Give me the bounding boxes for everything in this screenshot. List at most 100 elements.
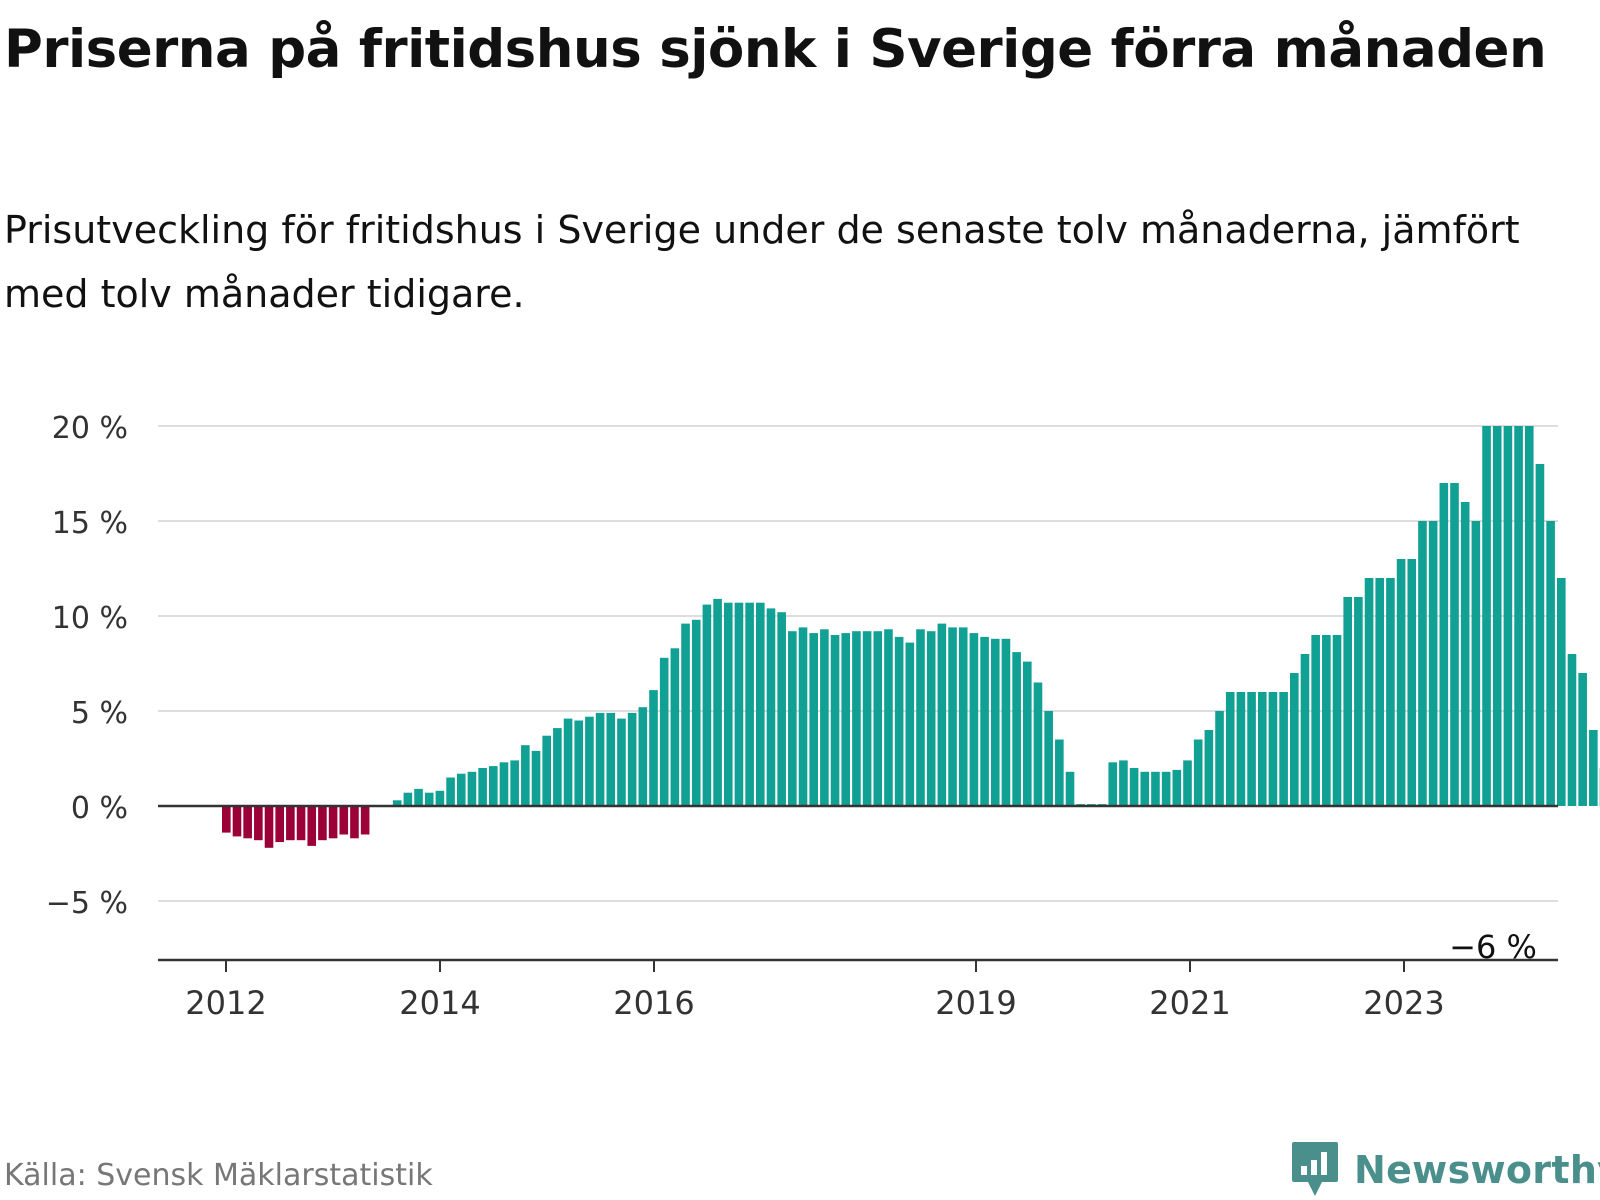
x-tick-label: 2019	[935, 984, 1016, 1022]
bar	[1557, 578, 1566, 806]
bar	[627, 712, 637, 806]
bar	[318, 806, 327, 841]
bar	[414, 788, 423, 806]
bar	[1290, 673, 1299, 806]
bar	[1439, 483, 1449, 806]
bar	[435, 790, 445, 806]
bar	[766, 608, 776, 806]
bar	[1354, 597, 1363, 806]
brand-name: Newsworthy	[1354, 1148, 1600, 1192]
bar	[1268, 692, 1278, 806]
bar	[1492, 426, 1502, 806]
bar	[788, 631, 797, 806]
bar	[531, 750, 541, 806]
bar	[456, 773, 466, 806]
bar	[649, 690, 658, 806]
bar	[777, 612, 786, 806]
y-tick-label: 5 %	[71, 696, 128, 731]
bar	[424, 792, 434, 806]
bar	[659, 657, 669, 806]
bar	[1300, 654, 1310, 806]
bar	[1012, 652, 1021, 806]
bar	[756, 602, 765, 806]
bar	[1578, 673, 1587, 806]
bar	[745, 602, 754, 806]
bar	[937, 623, 947, 806]
bar	[1140, 771, 1150, 806]
bar	[1108, 762, 1118, 806]
bar	[1546, 521, 1555, 806]
bar	[1161, 771, 1171, 806]
bar	[1322, 635, 1331, 806]
brand-logo-group[interactable]: Newsworthy	[1290, 1140, 1600, 1200]
bar	[670, 648, 680, 806]
bar	[734, 602, 744, 806]
bar	[499, 762, 509, 806]
bar	[264, 806, 274, 848]
bar-chart: 20 % 15 % 10 % 5 % 0 % −5 % 2012 2014 2016 2019 20…	[46, 411, 1600, 1022]
source-note: Källa: Svensk Mäklarstatistik	[4, 1158, 433, 1193]
bar	[723, 602, 733, 806]
bar	[862, 631, 872, 806]
bar	[1428, 521, 1438, 806]
bar	[1332, 635, 1342, 806]
bar	[820, 629, 829, 806]
bar	[884, 629, 893, 806]
bar	[841, 633, 851, 806]
bar	[339, 806, 349, 835]
bar	[254, 806, 263, 841]
bar	[1033, 682, 1043, 806]
bar	[521, 745, 530, 806]
bar	[1023, 661, 1032, 806]
newsworthy-chart-bubble-icon	[1292, 1142, 1338, 1196]
bar	[1001, 638, 1011, 806]
bar	[1129, 768, 1139, 806]
bar	[510, 760, 519, 806]
bar	[926, 631, 936, 806]
bar	[1065, 771, 1075, 806]
x-tick-label: 2021	[1149, 984, 1230, 1022]
bar	[1407, 559, 1417, 806]
y-tick-label: −5 %	[46, 886, 128, 921]
bar	[1183, 760, 1192, 806]
bar	[222, 806, 231, 833]
bar	[1396, 559, 1406, 806]
bar	[873, 631, 883, 806]
bar	[1450, 483, 1459, 806]
bar	[563, 718, 573, 806]
bar	[1215, 711, 1224, 806]
bar	[905, 642, 915, 806]
bar	[713, 598, 722, 806]
bar	[1044, 711, 1053, 806]
bar	[403, 792, 413, 806]
bar	[916, 629, 925, 806]
bar	[691, 619, 701, 806]
bar	[990, 638, 1000, 806]
bar	[489, 766, 498, 806]
y-tick-label: 20 %	[52, 411, 128, 446]
bar	[809, 633, 818, 806]
bar	[275, 806, 284, 843]
y-tick-label: 10 %	[52, 601, 128, 636]
bar	[1567, 654, 1577, 806]
bar	[478, 768, 487, 806]
bar	[1364, 578, 1374, 806]
bar	[595, 712, 605, 806]
bar	[232, 806, 242, 837]
bar	[446, 777, 455, 806]
bar	[1418, 521, 1427, 806]
bar	[1119, 760, 1128, 806]
x-tick-label: 2014	[399, 984, 480, 1022]
bar	[1193, 739, 1203, 806]
bar	[350, 806, 359, 839]
bar	[969, 633, 979, 806]
bar	[852, 631, 861, 806]
bar	[1589, 730, 1598, 806]
bar	[360, 806, 370, 835]
bar	[1236, 692, 1246, 806]
bar	[1204, 730, 1214, 806]
bar	[1055, 739, 1064, 806]
bar	[1225, 692, 1235, 806]
bar	[702, 604, 712, 806]
chart-subtitle: Prisutveckling för fritidshus i Sverige …	[4, 208, 1520, 316]
